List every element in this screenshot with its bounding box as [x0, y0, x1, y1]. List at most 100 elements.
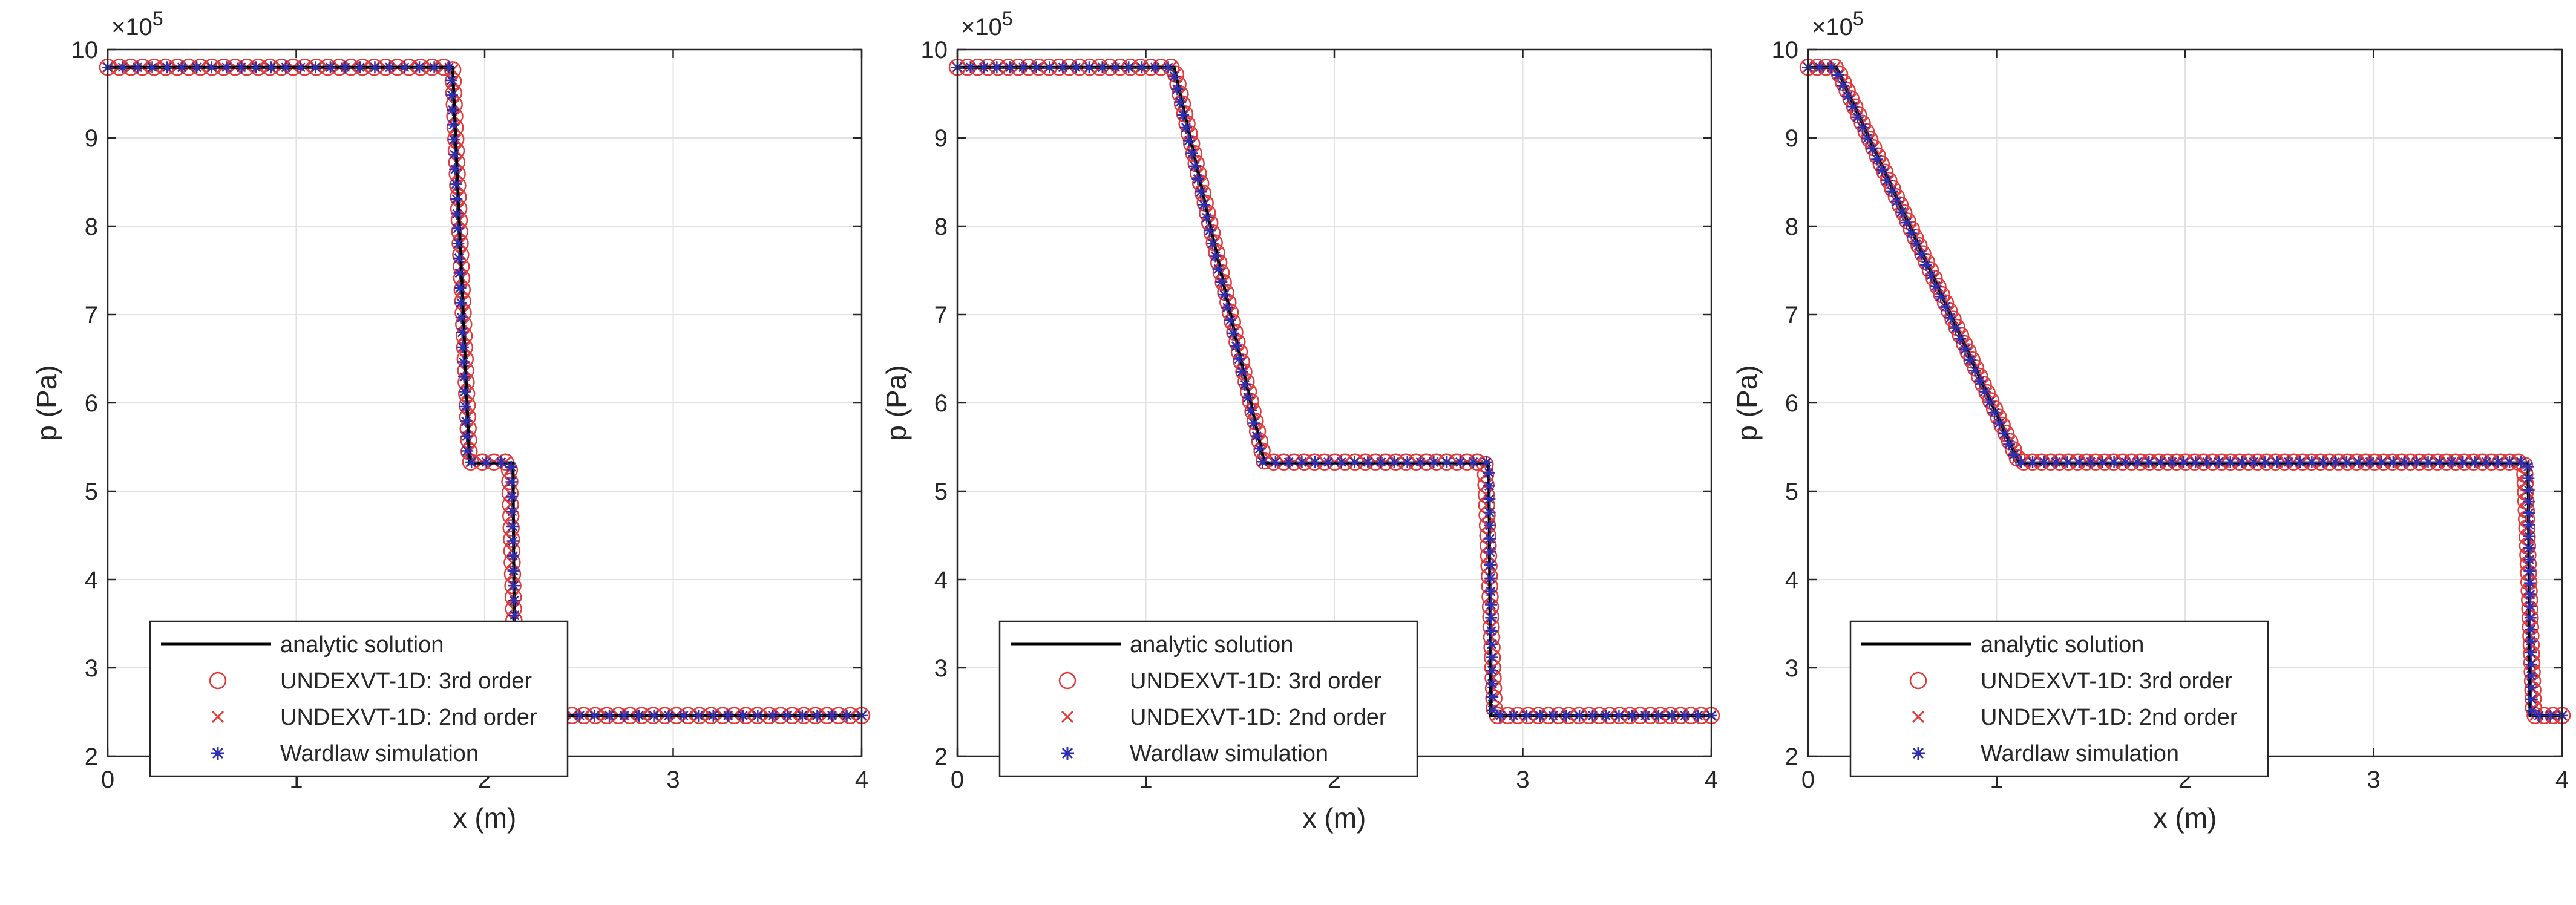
wardlaw-marker: [1296, 456, 1308, 468]
legend-entry-label: analytic solution: [280, 632, 444, 658]
y-tick-label: 7: [934, 302, 948, 328]
wardlaw-marker: [1485, 612, 1498, 624]
wardlaw-marker: [1282, 456, 1295, 468]
wardlaw-marker: [445, 74, 457, 87]
y-tick-label: 8: [85, 214, 98, 240]
y-tick-label: 10: [921, 37, 948, 64]
wardlaw-marker: [1253, 443, 1266, 456]
wardlaw-marker: [1876, 163, 1889, 176]
wardlaw-marker: [1401, 456, 1414, 468]
y-exponent-base: ×10: [111, 14, 152, 41]
third-order-marker: [503, 531, 520, 548]
wardlaw-marker: [508, 609, 521, 622]
wardlaw-marker: [250, 61, 263, 74]
legend-star-symbol: [1912, 747, 1925, 760]
x-tick-label: 0: [951, 766, 964, 793]
wardlaw-marker: [1070, 61, 1083, 74]
wardlaw-marker: [1484, 559, 1496, 572]
wardlaw-marker: [2259, 456, 2272, 468]
wardlaw-marker: [443, 61, 456, 74]
third-order-marker: [1944, 310, 1962, 328]
wardlaw-marker: [2282, 456, 2295, 468]
wardlaw-marker: [2515, 456, 2528, 468]
x-tick-label: 3: [2367, 766, 2380, 793]
y-tick-label: 5: [1785, 479, 1798, 505]
wardlaw-marker: [1861, 132, 1873, 145]
wardlaw-marker: [766, 709, 779, 722]
wardlaw-marker: [2522, 495, 2535, 508]
wardlaw-marker: [1560, 709, 1573, 722]
wardlaw-marker: [1004, 61, 1017, 74]
wardlaw-marker: [2154, 456, 2167, 468]
wardlaw-marker: [1017, 61, 1029, 74]
legend-circle-symbol: [1909, 671, 1927, 690]
wardlaw-marker: [1973, 374, 1986, 387]
wardlaw-marker: [2306, 456, 2318, 468]
wardlaw-marker: [2480, 456, 2492, 468]
wardlaw-marker: [1964, 353, 1976, 366]
wardlaw-marker: [1188, 160, 1201, 172]
wardlaw-marker: [460, 430, 473, 442]
wardlaw-marker: [1832, 68, 1844, 81]
wardlaw-marker: [2143, 456, 2155, 468]
wardlaw-marker: [2119, 456, 2132, 468]
wardlaw-marker: [235, 61, 247, 74]
wardlaw-marker: [1494, 709, 1507, 722]
wardlaw-marker: [2525, 635, 2537, 647]
wardlaw-marker: [1467, 456, 1480, 468]
y-tick-label: 3: [85, 655, 98, 682]
wardlaw-marker: [2445, 456, 2457, 468]
wardlaw-marker: [1900, 217, 1913, 229]
wardlaw-marker: [2096, 456, 2109, 468]
wardlaw-marker: [1206, 237, 1219, 250]
wardlaw-marker: [1935, 290, 1947, 303]
wardlaw-marker: [1224, 314, 1236, 327]
wardlaw-marker: [2523, 518, 2535, 531]
wardlaw-marker: [2014, 456, 2027, 468]
wardlaw-marker: [1203, 224, 1216, 237]
wardlaw-marker: [2201, 456, 2214, 468]
wardlaw-marker: [1665, 709, 1678, 722]
wardlaw-marker: [1639, 709, 1652, 722]
y-tick-label: 6: [1785, 390, 1798, 417]
wardlaw-marker: [480, 456, 493, 468]
wardlaw-marker: [1483, 519, 1496, 532]
wardlaw-marker: [448, 133, 460, 146]
wardlaw-marker: [1993, 417, 2006, 430]
wardlaw-marker: [2524, 612, 2537, 624]
wardlaw-marker: [1182, 134, 1195, 147]
wardlaw-marker: [1322, 456, 1334, 468]
wardlaw-marker: [457, 370, 470, 383]
wardlaw-marker: [2212, 456, 2225, 468]
wardlaw-marker: [692, 709, 705, 722]
y-tick-label: 9: [1785, 125, 1798, 152]
wardlaw-marker: [506, 505, 519, 518]
wardlaw-marker: [1230, 340, 1242, 353]
wardlaw-marker: [1198, 198, 1210, 211]
wardlaw-marker: [1626, 709, 1639, 722]
wardlaw-marker: [461, 445, 474, 457]
wardlaw-marker: [324, 61, 336, 74]
wardlaw-marker: [1269, 456, 1282, 468]
wardlaw-marker: [1218, 289, 1231, 301]
wardlaw-marker: [1484, 585, 1497, 598]
wardlaw-marker: [2523, 577, 2536, 589]
legend-entry-label: UNDEXVT-1D: 3rd order: [280, 668, 532, 694]
wardlaw-marker: [1348, 456, 1361, 468]
y-tick-label: 5: [85, 479, 98, 505]
wardlaw-marker: [449, 163, 462, 175]
wardlaw-marker: [2526, 705, 2538, 717]
wardlaw-marker: [369, 61, 381, 74]
y-tick-label: 8: [934, 214, 948, 240]
wardlaw-marker: [647, 709, 660, 722]
wardlaw-marker: [2399, 456, 2411, 468]
wardlaw-marker: [2525, 681, 2538, 694]
wardlaw-marker: [1939, 301, 1952, 313]
wardlaw-marker: [1096, 61, 1109, 74]
y-tick-label: 7: [85, 302, 98, 328]
wardlaw-marker: [1375, 456, 1388, 468]
wardlaw-marker: [495, 456, 508, 468]
